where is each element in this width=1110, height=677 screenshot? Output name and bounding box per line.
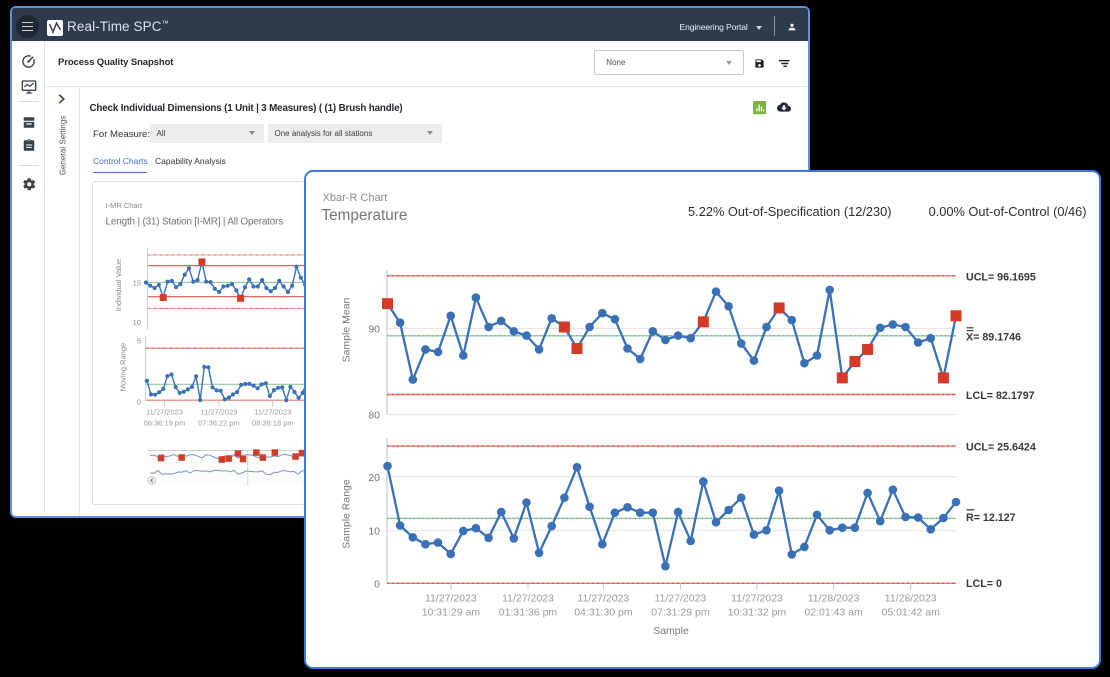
svg-text:I-MR Chart: I-MR Chart <box>106 201 144 210</box>
svg-text:R= 12.127: R= 12.127 <box>966 512 1016 524</box>
svg-text:5: 5 <box>137 337 141 346</box>
svg-text:UCL= 96.1695: UCL= 96.1695 <box>966 271 1036 283</box>
svg-text:X= 89.1746: X= 89.1746 <box>966 331 1021 343</box>
svg-text:Sample Mean: Sample Mean <box>341 297 353 362</box>
svg-text:06:36:19 pm: 06:36:19 pm <box>144 419 186 428</box>
svg-text:10:31:29 am: 10:31:29 am <box>422 607 481 619</box>
svg-text:0: 0 <box>137 398 141 407</box>
svg-text:10: 10 <box>133 318 141 327</box>
svg-text:Moving Range: Moving Range <box>119 343 128 391</box>
svg-text:0: 0 <box>374 578 380 590</box>
svg-text:11/28/2023: 11/28/2023 <box>808 593 860 605</box>
svg-text:11/27/2023: 11/27/2023 <box>502 593 554 605</box>
svg-text:Individual Value: Individual Value <box>114 259 123 311</box>
svg-text:Sample: Sample <box>653 625 689 637</box>
svg-text:10: 10 <box>368 526 380 538</box>
svg-text:11/27/2023: 11/27/2023 <box>731 593 783 605</box>
svg-text:11/28/2023: 11/28/2023 <box>885 593 937 605</box>
svg-text:LCL= 82.1797: LCL= 82.1797 <box>966 390 1035 402</box>
svg-text:LCL= 0: LCL= 0 <box>966 578 1002 590</box>
svg-text:UCL= 25.6424: UCL= 25.6424 <box>966 442 1036 454</box>
svg-text:11/27/2023: 11/27/2023 <box>201 408 238 417</box>
svg-text:11/27/2023: 11/27/2023 <box>254 408 291 417</box>
svg-text:04:31:30 pm: 04:31:30 pm <box>574 607 633 619</box>
svg-text:11/27/2023: 11/27/2023 <box>146 408 183 417</box>
svg-text:10:31:32 pm: 10:31:32 pm <box>728 607 787 619</box>
svg-text:Sample Range: Sample Range <box>341 479 353 549</box>
svg-text:01:31:36 pm: 01:31:36 pm <box>499 607 558 619</box>
svg-text:07:31:29 pm: 07:31:29 pm <box>651 607 710 619</box>
svg-text:Length | (31) Station [I-MR] |: Length | (31) Station [I-MR] | All Opera… <box>106 217 284 228</box>
svg-text:15: 15 <box>133 279 141 288</box>
svg-text:11/27/2023: 11/27/2023 <box>425 593 477 605</box>
svg-text:02:01:43 am: 02:01:43 am <box>804 607 863 619</box>
svg-text:90: 90 <box>368 324 380 336</box>
svg-text:11/27/2023: 11/27/2023 <box>655 593 707 605</box>
svg-text:20: 20 <box>368 472 380 484</box>
svg-text:08:36:18 pm: 08:36:18 pm <box>252 419 294 428</box>
svg-text:05:01:42 am: 05:01:42 am <box>882 607 941 619</box>
svg-text:11/27/2023: 11/27/2023 <box>578 593 630 605</box>
svg-text:07:36:22 pm: 07:36:22 pm <box>198 419 240 428</box>
svg-text:80: 80 <box>368 410 380 422</box>
